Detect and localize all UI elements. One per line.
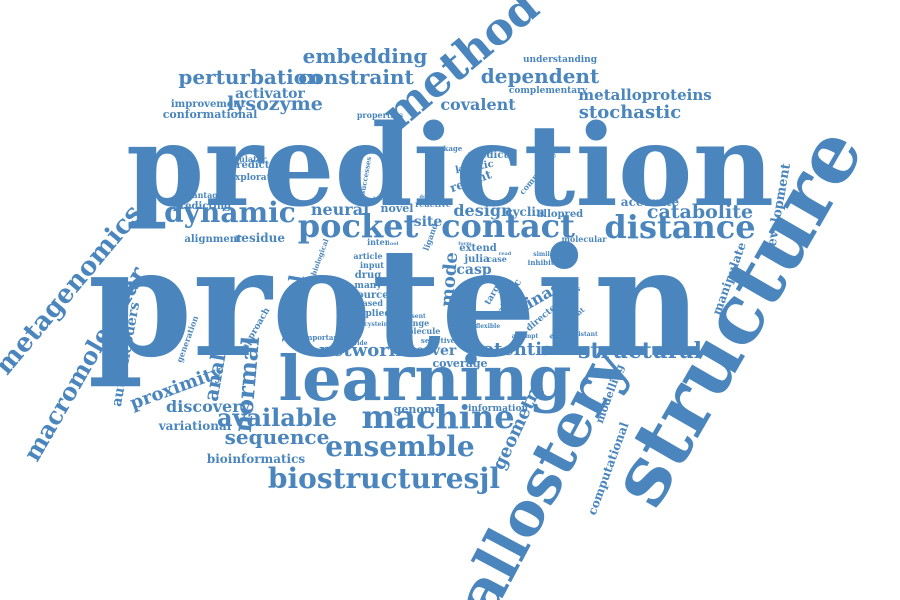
word-properties: properties	[357, 110, 404, 120]
word-distance: distance	[604, 208, 755, 246]
word-drug: drug	[355, 270, 382, 281]
word-complementary: complementary	[509, 86, 588, 96]
word-network: network	[319, 340, 402, 361]
word-understanding: understanding	[523, 55, 598, 65]
word-predicted: predicted	[229, 160, 282, 171]
word-extend: extend	[459, 243, 497, 254]
word-applied: applied	[353, 309, 391, 319]
word-prediction: prediction	[126, 101, 774, 232]
word-package: package	[430, 144, 463, 153]
word-dependent: dependent	[481, 64, 600, 88]
word-predicting: predicting	[173, 201, 231, 212]
word-reactive: reactive	[415, 199, 451, 209]
word-families: families	[554, 286, 581, 293]
word-julia: julia	[464, 254, 490, 265]
word-modulator: modulator	[220, 154, 267, 164]
word-selective: selective	[421, 336, 456, 345]
word-casp: casp	[456, 262, 491, 278]
word-cysteine: cysteine	[364, 321, 392, 328]
word-predict: predict	[468, 150, 509, 161]
word-human: human	[373, 196, 393, 202]
word-residue: residue	[235, 231, 285, 245]
word-sequence: sequence	[225, 425, 330, 449]
word-similar: similar	[533, 251, 557, 258]
word-accurate: accurate	[621, 195, 680, 209]
word-coverage: coverage	[432, 357, 487, 370]
word-inhibitor: inhibitor	[528, 258, 563, 267]
word-machine: machine	[361, 398, 514, 436]
word-case: case	[487, 254, 507, 264]
word-molecular: molecular	[561, 234, 607, 244]
word-source: source	[351, 290, 388, 301]
word-cyclin: cyclin	[505, 205, 545, 219]
word-covalent: covalent	[440, 95, 516, 114]
word-potential: potential	[469, 339, 560, 360]
word-present: present	[400, 313, 426, 320]
word-attempt: attempt	[512, 333, 539, 340]
word-based: based	[357, 298, 383, 308]
word-learning: learning	[279, 342, 572, 415]
word-pocket: pocket	[298, 207, 419, 245]
word-stochastic: stochastic	[579, 102, 681, 123]
word-constraint: constraint	[298, 65, 414, 89]
word-dynamic: dynamic	[164, 196, 296, 229]
word-novel: novel	[381, 202, 414, 215]
word-bioinformatics: bioinformatics	[207, 452, 306, 466]
word-flexible: flexible	[476, 323, 501, 330]
word-tool: tool	[388, 241, 399, 247]
word-design: design	[453, 201, 513, 220]
word-exploration: exploration	[229, 173, 287, 183]
word-domain: domain	[420, 194, 441, 200]
word-server: server	[408, 343, 457, 359]
word-structural: structural	[578, 338, 702, 364]
word-embedding: embedding	[303, 44, 428, 68]
word-available: available	[217, 403, 337, 432]
word-protein: protein	[88, 215, 703, 391]
word-article: article	[353, 251, 382, 261]
word-discovery: discovery	[166, 397, 251, 416]
word-genome: genome	[394, 403, 443, 416]
word-many: many	[354, 281, 382, 291]
word-distant: distant	[574, 331, 598, 338]
word-biostructuresjl: biostructuresjl	[268, 462, 500, 495]
word-perturbation: perturbation	[178, 65, 322, 89]
word-variational: variational	[158, 419, 232, 433]
word-advantage: advantage	[177, 190, 223, 200]
word-information: information	[468, 404, 529, 414]
word-molecule: molecule	[400, 326, 441, 336]
word-mode: mode	[437, 251, 463, 308]
word-activator: activator	[235, 86, 305, 102]
word-change: change	[397, 318, 429, 328]
word-improvement: improvement	[171, 99, 246, 110]
word-site: site	[414, 214, 443, 230]
word-read: read	[499, 251, 512, 257]
word-allopred: allopred	[537, 209, 583, 220]
word-important: important	[302, 333, 342, 342]
word-inter: inter	[367, 237, 390, 247]
word-input: input	[360, 260, 384, 270]
word-metalloproteins: metalloproteins	[578, 86, 711, 104]
word-provide: provide	[342, 340, 367, 347]
word-conformational: conformational	[163, 108, 258, 121]
word-form: form	[458, 241, 472, 247]
word-contact: contact	[441, 207, 575, 245]
word-neural: neural	[311, 200, 369, 219]
word-alignment: alignment	[184, 234, 242, 245]
word-catabolite: catabolite	[647, 201, 753, 223]
word-ensemble: ensemble	[325, 430, 474, 463]
word-lysozyme: lysozyme	[227, 93, 323, 115]
